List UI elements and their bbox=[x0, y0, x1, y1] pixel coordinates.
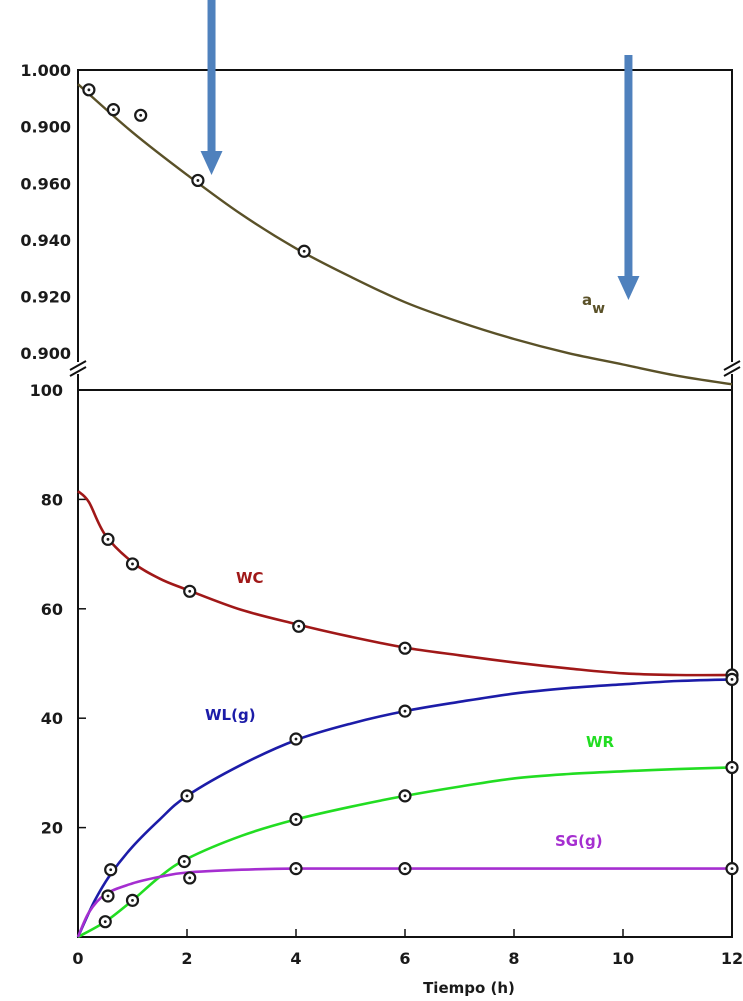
wc-series-label: WC bbox=[236, 569, 264, 587]
top-y-tick-label: 0.900 bbox=[20, 344, 71, 363]
sg-data-point bbox=[289, 862, 303, 876]
wl-data-point bbox=[104, 863, 118, 877]
aw-curve bbox=[77, 83, 733, 386]
sg-data-point bbox=[177, 854, 191, 869]
bottom-y-tick-label: 80 bbox=[41, 490, 63, 509]
axis-break-marks bbox=[68, 360, 743, 377]
wl-data-point bbox=[725, 672, 739, 686]
aw-data-point bbox=[82, 83, 96, 97]
top-y-tick-label: 0.960 bbox=[20, 174, 71, 193]
x-tick-label: 4 bbox=[290, 949, 301, 968]
aw-data-point bbox=[134, 108, 148, 122]
sg-curve bbox=[76, 867, 732, 938]
x-axis-label: Tiempo (h) bbox=[423, 979, 515, 997]
x-tick-label: 10 bbox=[612, 949, 634, 968]
right-break-line-2 bbox=[723, 366, 741, 377]
bottom-plot-frame bbox=[77, 389, 733, 938]
wl-data-point bbox=[289, 732, 303, 746]
x-tick-labels: 0 2 4 6 8 10 12 bbox=[72, 929, 743, 968]
x-tick-label: 0 bbox=[72, 949, 83, 968]
top-points bbox=[82, 83, 311, 258]
wc-data-point bbox=[125, 557, 140, 571]
top-y-tick-label: 0.920 bbox=[20, 288, 71, 307]
left-break-line-1 bbox=[69, 360, 87, 371]
wl-data-point bbox=[180, 789, 194, 803]
aw-data-point bbox=[106, 103, 121, 117]
x-tick-label: 2 bbox=[181, 949, 192, 968]
top-y-tick-label: 1.000 bbox=[20, 61, 71, 80]
x-tick-label: 12 bbox=[721, 949, 743, 968]
top-curves bbox=[77, 83, 733, 386]
aw-data-point bbox=[191, 173, 205, 188]
top-y-tick-labels: 1.000 0.900 0.960 0.940 0.920 0.900 bbox=[20, 61, 71, 363]
bottom-y-tick-label: 60 bbox=[41, 600, 63, 619]
wl-series-label: WL(g) bbox=[205, 706, 256, 724]
sg-series-label: SG(g) bbox=[555, 832, 603, 850]
top-y-tick-label: 0.900 bbox=[20, 118, 71, 137]
top-panel: 1.000 0.900 0.960 0.940 0.920 0.900 aw bbox=[20, 0, 733, 391]
wr-data-point bbox=[725, 760, 739, 775]
wr-series-label: WR bbox=[586, 733, 615, 751]
bottom-y-tick-label: 100 bbox=[30, 381, 63, 400]
top-y-tick-label: 0.940 bbox=[20, 231, 71, 250]
wc-curve bbox=[77, 490, 733, 677]
down-arrow-annotation bbox=[200, 0, 223, 175]
arrow-annotations bbox=[200, 0, 640, 300]
x-tick-label: 8 bbox=[508, 949, 519, 968]
top-plot-frame bbox=[77, 69, 733, 391]
sg-data-point bbox=[725, 862, 739, 876]
sg-data-point bbox=[101, 889, 115, 903]
wr-data-point bbox=[289, 812, 303, 826]
wr-data-point bbox=[398, 789, 412, 803]
bottom-points bbox=[98, 532, 739, 929]
aw-data-point bbox=[297, 244, 311, 258]
right-break-line-1 bbox=[723, 360, 741, 371]
wc-data-point bbox=[398, 641, 412, 655]
aw-series-label: aw bbox=[582, 291, 605, 317]
wc-data-point bbox=[183, 584, 197, 598]
wl-data-point bbox=[398, 704, 412, 718]
sg-data-point bbox=[398, 862, 412, 876]
wc-data-point bbox=[292, 619, 306, 633]
wr-data-point bbox=[183, 871, 197, 885]
wc-data-point bbox=[101, 532, 115, 546]
wr-data-point bbox=[98, 915, 112, 929]
wr-data-point bbox=[125, 893, 140, 907]
down-arrow-annotation bbox=[617, 55, 640, 300]
left-break-line-2 bbox=[69, 366, 87, 377]
wl-curve bbox=[76, 678, 733, 938]
wr-curve bbox=[77, 766, 733, 939]
bottom-series-labels: WC WL(g) WR SG(g) bbox=[205, 569, 615, 850]
bottom-y-tick-label: 20 bbox=[41, 819, 63, 838]
bottom-y-tick-label: 40 bbox=[41, 709, 63, 728]
bottom-y-tick-labels: 100 80 60 40 20 bbox=[30, 381, 86, 838]
x-tick-label: 6 bbox=[399, 949, 410, 968]
